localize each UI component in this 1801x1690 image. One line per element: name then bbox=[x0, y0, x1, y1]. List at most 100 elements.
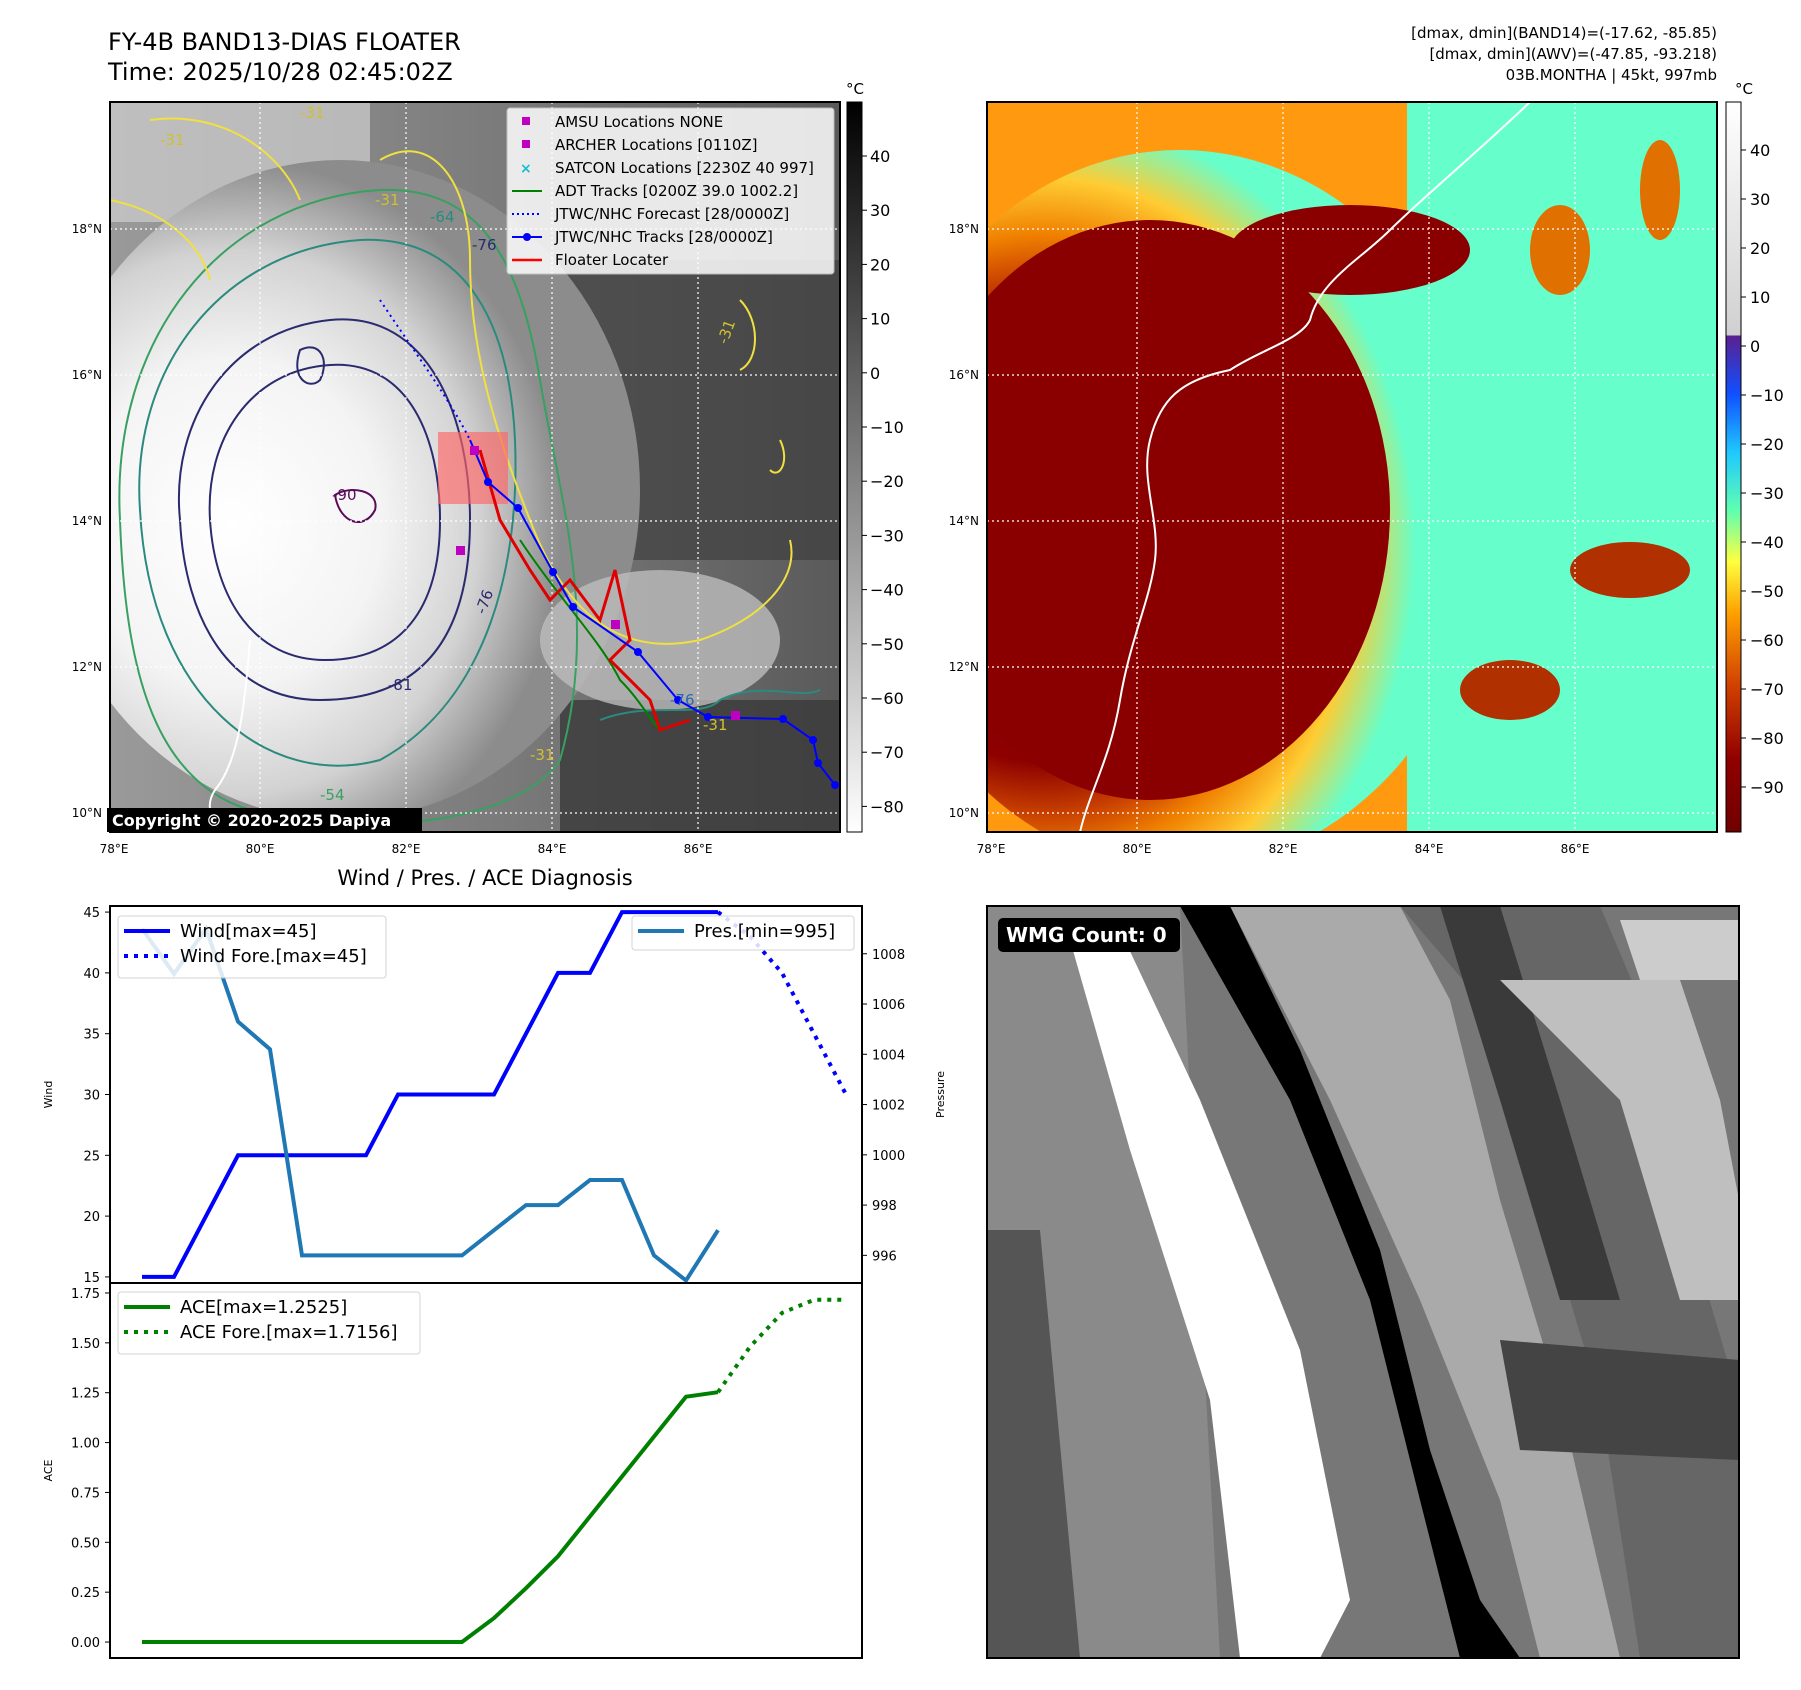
legend-label: Pres.[min=995] bbox=[694, 921, 835, 942]
lon-tick: 86°E bbox=[1561, 842, 1590, 856]
legend-jtwc-forecast: JTWC/NHC Forecast [28/0000Z] bbox=[554, 205, 789, 223]
info-band14: [dmax, dmin](BAND14)=(-17.62, -85.85) bbox=[1411, 24, 1717, 42]
colorbar-tick-label: −30 bbox=[1750, 484, 1784, 503]
ace-legend: ACE[max=1.2525] ACE Fore.[max=1.7156] bbox=[117, 1291, 421, 1355]
y2-tick-label: 1006 bbox=[872, 998, 905, 1013]
y-tick-label: 40 bbox=[83, 967, 100, 982]
y2-tick-label: 996 bbox=[872, 1249, 897, 1264]
colorbar-tick-label: −50 bbox=[1750, 582, 1784, 601]
y-tick-label: 1.00 bbox=[71, 1437, 100, 1452]
colorbar-unit: °C bbox=[846, 80, 864, 98]
legend-satcon: SATCON Locations [2230Z 40 997] bbox=[555, 159, 814, 177]
ace-chart: 0.00 0.25 0.50 0.75 1.00 1.25 1.50 1.75 ACE ACE[m… bbox=[42, 1282, 863, 1659]
colorbar-tick-label: 40 bbox=[1750, 141, 1770, 160]
map-right-frame bbox=[986, 101, 1718, 833]
colorbar-tick-label: −40 bbox=[870, 581, 904, 600]
colorbar-tick-label: 0 bbox=[1750, 337, 1760, 356]
colorbar-tick-label: 10 bbox=[1750, 288, 1770, 307]
legend-amsu: AMSU Locations NONE bbox=[555, 113, 723, 131]
contour-label: -31 bbox=[530, 746, 555, 764]
wmg-label: WMG Count: 0 bbox=[1006, 923, 1167, 947]
pressure-legend: Pres.[min=995] bbox=[631, 915, 855, 951]
y-tick-label: 0.00 bbox=[71, 1636, 100, 1651]
colorbar-unit: °C bbox=[1735, 80, 1753, 98]
series-line-1 bbox=[716, 910, 848, 1096]
legend-archer: ARCHER Locations [0110Z] bbox=[555, 136, 758, 154]
copyright-text: Copyright © 2020-2025 Dapiya bbox=[112, 811, 391, 830]
series-line-1 bbox=[716, 1297, 846, 1394]
colorbar-tick-label: −70 bbox=[870, 743, 904, 762]
contour-label: -64 bbox=[430, 208, 455, 226]
y-axis-label: Wind bbox=[42, 1081, 55, 1109]
y2-axis-label: Pressure bbox=[934, 1071, 947, 1118]
map-left-frame bbox=[109, 101, 841, 833]
colorbar-tick-label: −20 bbox=[870, 472, 904, 491]
colorbar-tick-label: −60 bbox=[1750, 631, 1784, 650]
contour-label: -90 bbox=[332, 486, 357, 504]
lon-tick: 84°E bbox=[538, 842, 567, 856]
colorbar-tick-label: −80 bbox=[870, 797, 904, 816]
colorbar-tick-label: −10 bbox=[870, 418, 904, 437]
lon-tick: 86°E bbox=[684, 842, 713, 856]
colorbar-right: °C 40 30 20 10 0 −10 −20 −30 −40 −50 −60 −70 −80 −90 bbox=[1725, 80, 1784, 833]
colorbar-tick-label: −80 bbox=[1750, 729, 1784, 748]
y-tick-label: 35 bbox=[83, 1028, 100, 1043]
y-tick-label: 1.25 bbox=[71, 1387, 100, 1402]
map-right-axes: 78°E 80°E 82°E 84°E 86°E 18°N 16°N 14°N … bbox=[949, 222, 1590, 856]
wmg-frame bbox=[986, 905, 1740, 1659]
colorbar-tick-label: −50 bbox=[870, 635, 904, 654]
colorbar-tick-label: −10 bbox=[1750, 386, 1784, 405]
y-tick-label: 20 bbox=[83, 1210, 100, 1225]
lat-tick: 16°N bbox=[949, 368, 979, 382]
lat-tick: 18°N bbox=[72, 222, 102, 236]
map-left-axes: 78°E 80°E 82°E 84°E 86°E 18°N 16°N 14°N … bbox=[72, 222, 713, 856]
y-tick-label: 15 bbox=[83, 1271, 100, 1286]
copyright-box bbox=[107, 808, 422, 832]
colorbar-tick-label: −60 bbox=[870, 689, 904, 708]
wmg-badge bbox=[998, 918, 1180, 952]
lat-tick: 12°N bbox=[949, 660, 979, 674]
lat-tick: 10°N bbox=[949, 806, 979, 820]
info-awv: [dmax, dmin](AWV)=(-47.85, -93.218) bbox=[1429, 45, 1717, 63]
contour-label: -81 bbox=[388, 676, 413, 694]
contour-label: -76 bbox=[670, 691, 695, 709]
lat-tick: 14°N bbox=[72, 514, 102, 528]
lon-tick: 78°E bbox=[977, 842, 1006, 856]
lon-tick: 82°E bbox=[1269, 842, 1298, 856]
contour-label: -31 bbox=[703, 716, 728, 734]
lon-tick: 80°E bbox=[246, 842, 275, 856]
chart-title: Wind / Pres. / ACE Diagnosis bbox=[337, 866, 632, 890]
lat-tick: 18°N bbox=[949, 222, 979, 236]
y-tick-label: 0.50 bbox=[71, 1536, 100, 1551]
wind-legend: Wind[max=45] Wind Fore.[max=45] bbox=[117, 915, 387, 979]
colorbar-tick-label: 20 bbox=[870, 255, 890, 274]
legend-jtwc-tracks: JTWC/NHC Tracks [28/0000Z] bbox=[554, 228, 773, 246]
colorbar-tick-label: 20 bbox=[1750, 239, 1770, 258]
y2-tick-label: 1000 bbox=[872, 1149, 905, 1164]
series-line-2 bbox=[140, 924, 720, 1284]
x-marker-icon: × bbox=[520, 161, 532, 177]
contour-label: -76 bbox=[472, 236, 497, 254]
lon-tick: 82°E bbox=[392, 842, 421, 856]
y2-tick-label: 1002 bbox=[872, 1099, 905, 1114]
wind-pressure-chart: 15 20 25 30 35 40 45 Wind 996 998 1000 1002 1004 1006… bbox=[42, 905, 947, 1286]
contour-label: -31 bbox=[375, 191, 400, 209]
colorbar-tick-label: −30 bbox=[870, 526, 904, 545]
colorbar-tick-label: 40 bbox=[870, 147, 890, 166]
legend-label: ACE[max=1.2525] bbox=[180, 1297, 347, 1318]
colorbar-tick-label: −20 bbox=[1750, 435, 1784, 454]
colorbar-tick-label: 30 bbox=[1750, 190, 1770, 209]
lat-tick: 12°N bbox=[72, 660, 102, 674]
colorbar-tick-label: −90 bbox=[1750, 778, 1784, 797]
y-tick-label: 0.75 bbox=[71, 1486, 100, 1501]
colorbar-tick-label: 10 bbox=[870, 310, 890, 329]
wmg-panel bbox=[987, 906, 1739, 1658]
y-tick-label: 1.50 bbox=[71, 1337, 100, 1352]
y-axis-label: ACE bbox=[42, 1459, 55, 1481]
colorbar-tick-label: −70 bbox=[1750, 680, 1784, 699]
y-tick-label: 0.25 bbox=[71, 1586, 100, 1601]
y-tick-label: 1.75 bbox=[71, 1287, 100, 1302]
lon-tick: 78°E bbox=[100, 842, 129, 856]
contour-label: -54 bbox=[320, 786, 345, 804]
